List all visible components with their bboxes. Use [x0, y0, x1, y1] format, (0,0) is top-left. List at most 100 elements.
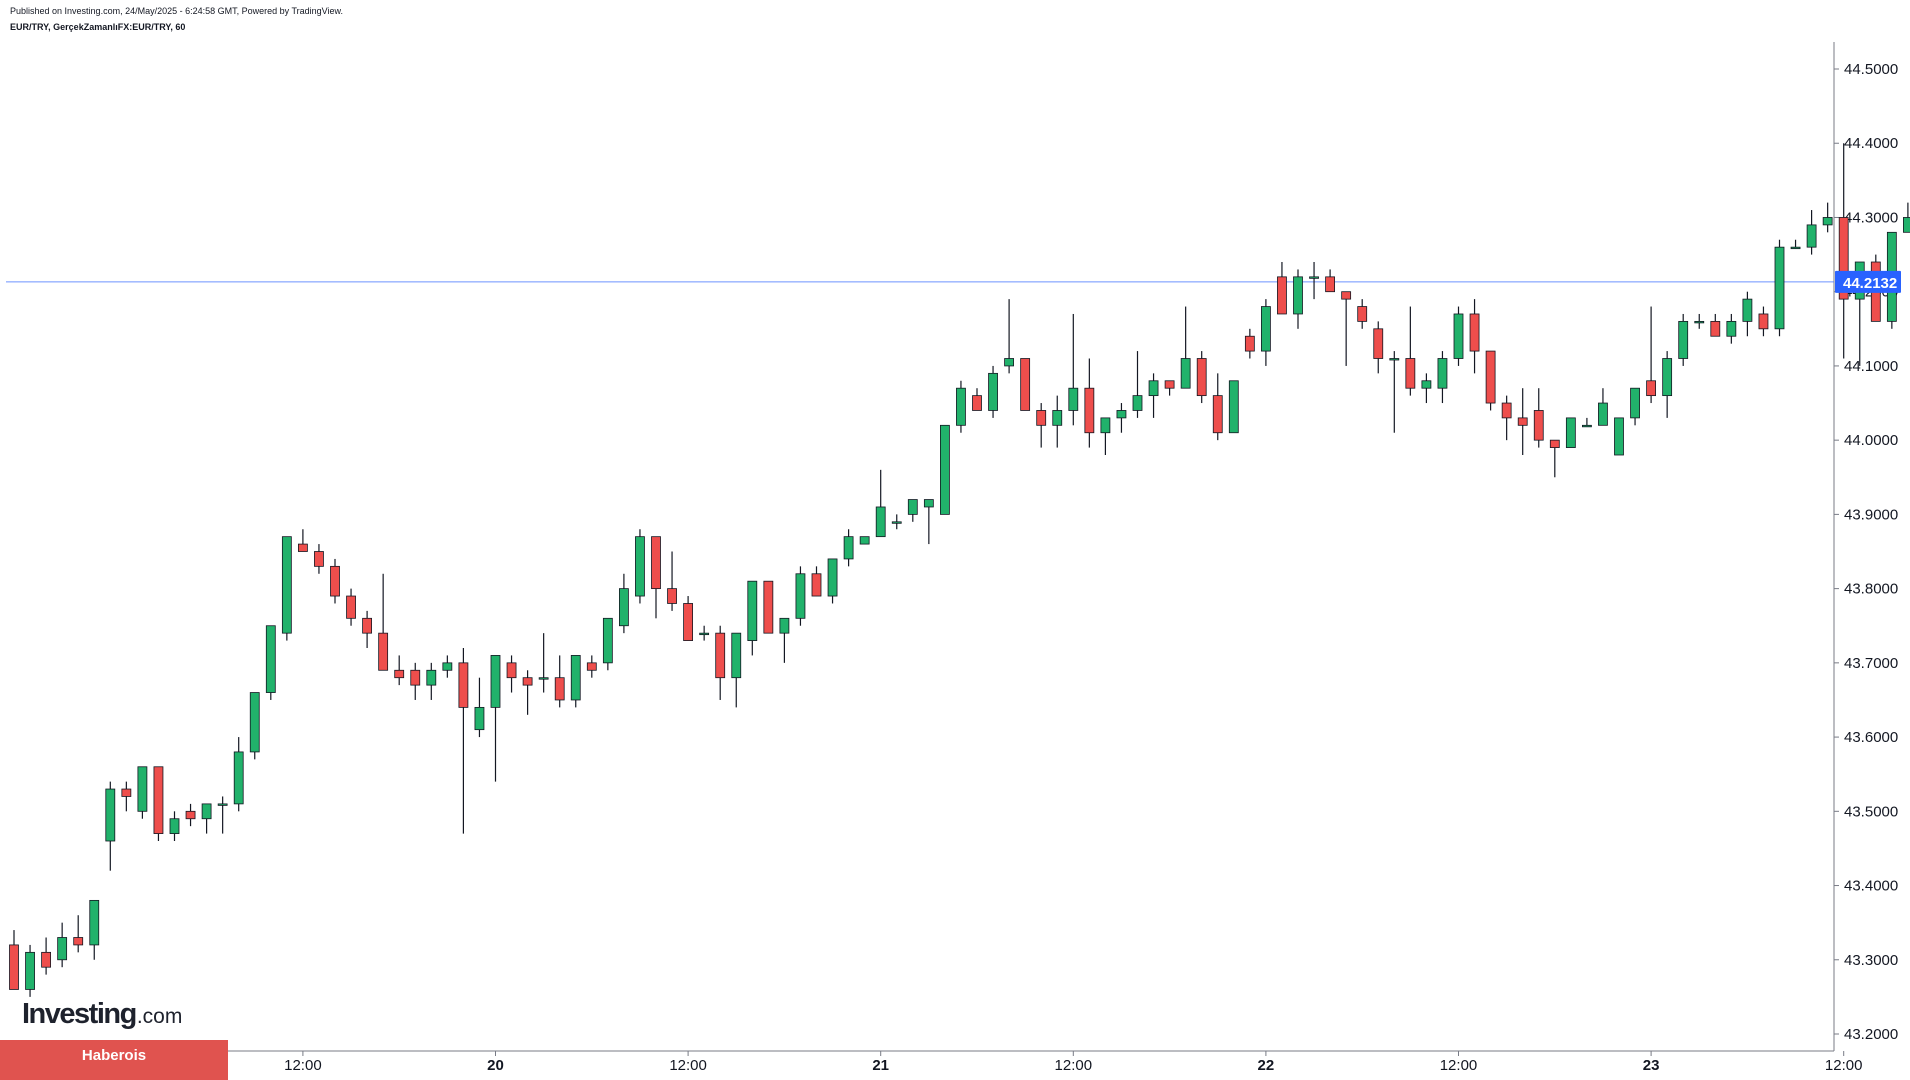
- candle: [956, 380, 966, 433]
- candle-body: [1678, 320, 1689, 359]
- candle: [410, 662, 421, 700]
- candle: [1421, 373, 1432, 404]
- candle: [1100, 417, 1111, 456]
- candle-body: [1630, 387, 1640, 419]
- candle: [1903, 202, 1910, 233]
- candle-body: [153, 766, 164, 834]
- price-tick-label: 43.7000: [1844, 655, 1898, 672]
- candle: [169, 811, 180, 842]
- candle: [1838, 143, 1849, 359]
- candle: [1598, 388, 1608, 426]
- candle: [346, 588, 356, 626]
- candle-body: [105, 788, 116, 842]
- candle: [1614, 417, 1624, 456]
- candle-body: [1469, 313, 1480, 352]
- candle-body: [1341, 291, 1352, 300]
- price-tick-label: 43.3000: [1844, 952, 1898, 969]
- candle-body: [474, 706, 485, 731]
- candle: [1004, 299, 1014, 374]
- candle: [875, 469, 886, 538]
- candle: [907, 499, 918, 522]
- time-tick-label: 12:00: [284, 1057, 322, 1074]
- candle-body: [217, 803, 228, 806]
- candle: [265, 625, 276, 700]
- candle-body: [1132, 395, 1143, 411]
- candle: [297, 529, 308, 552]
- time-tick-label: 22: [1258, 1057, 1275, 1074]
- candle: [1196, 351, 1207, 404]
- candle-body: [586, 662, 597, 671]
- candle: [506, 655, 517, 693]
- candle-body: [378, 632, 389, 671]
- candle-body: [747, 580, 758, 641]
- candle-body: [249, 692, 260, 753]
- candle: [1325, 269, 1335, 293]
- candle-body: [1421, 380, 1432, 389]
- candle-body: [1774, 246, 1785, 330]
- candle: [667, 551, 677, 611]
- candle: [474, 677, 485, 738]
- candle-body: [988, 372, 998, 411]
- candle: [1582, 417, 1592, 428]
- candle: [827, 558, 838, 604]
- candle: [490, 655, 501, 782]
- price-tick-label: 43.9000: [1844, 506, 1898, 523]
- price-tick-label: 43.6000: [1844, 729, 1898, 746]
- candle-body: [314, 551, 324, 567]
- candle: [1710, 313, 1721, 337]
- candle: [1662, 351, 1673, 418]
- candle-body: [843, 536, 854, 560]
- candle: [586, 655, 597, 678]
- candle: [1212, 373, 1223, 441]
- candle-body: [25, 951, 35, 990]
- candle-body: [795, 573, 806, 619]
- candle-body: [1196, 358, 1207, 397]
- time-tick-label: 20: [487, 1057, 504, 1074]
- candle-body: [442, 662, 453, 671]
- candle-body: [346, 595, 356, 619]
- candle: [554, 655, 565, 708]
- logo-wordmark: Investing: [22, 998, 137, 1030]
- candle-body: [763, 580, 774, 634]
- candle-body: [667, 588, 677, 604]
- candle: [602, 617, 613, 671]
- candle: [57, 922, 68, 968]
- candle: [972, 388, 982, 411]
- time-tick-label: 12:00: [669, 1057, 707, 1074]
- candle: [635, 529, 645, 604]
- candle-body: [9, 944, 19, 990]
- candle: [217, 796, 228, 834]
- candle: [25, 944, 35, 997]
- candle-body: [1389, 358, 1400, 361]
- candle-body: [1822, 217, 1833, 226]
- candle: [1630, 387, 1640, 426]
- candle-body: [1164, 380, 1175, 389]
- candle: [988, 365, 998, 418]
- published-note: Published on Investing.com, 24/May/2025 …: [10, 6, 344, 16]
- last-price-badge: [1835, 270, 1901, 293]
- candle-body: [201, 803, 212, 820]
- candle: [281, 536, 292, 641]
- candle: [1646, 306, 1656, 404]
- candle: [1822, 202, 1833, 233]
- candle: [1726, 313, 1737, 344]
- candle: [41, 937, 51, 975]
- candle-body: [1020, 358, 1031, 411]
- candle: [570, 655, 581, 708]
- candle-body: [1325, 276, 1335, 293]
- time-tick-label: 12:00: [1440, 1057, 1478, 1074]
- candle-body: [875, 506, 886, 538]
- candle: [1437, 351, 1448, 404]
- candle-body: [1790, 246, 1801, 250]
- candle-body: [570, 655, 581, 701]
- candle: [89, 899, 100, 960]
- candle: [1277, 262, 1287, 315]
- candle: [1373, 321, 1384, 374]
- candle: [1501, 395, 1512, 441]
- candle: [1036, 403, 1047, 448]
- candle: [1485, 350, 1496, 411]
- candle: [1453, 306, 1464, 366]
- candle-body: [1244, 335, 1255, 352]
- candle-body: [779, 617, 790, 634]
